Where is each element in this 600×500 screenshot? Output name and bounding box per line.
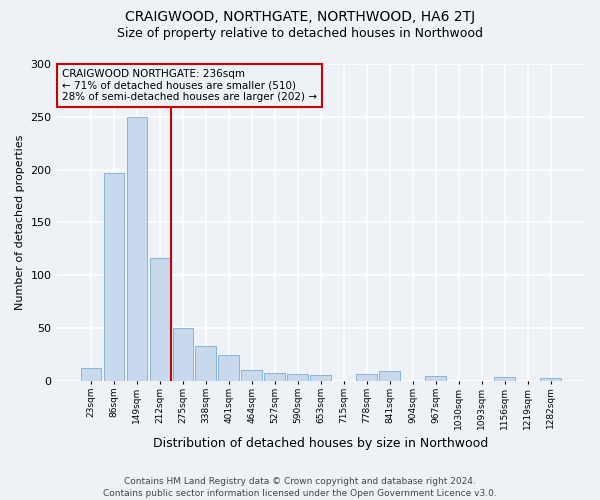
Bar [310, 374, 331, 381]
Text: CRAIGWOOD NORTHGATE: 236sqm
← 71% of detached houses are smaller (510)
28% of se: CRAIGWOOD NORTHGATE: 236sqm ← 71% of det… [62, 69, 317, 102]
Bar [241, 370, 262, 381]
Y-axis label: Number of detached properties: Number of detached properties [15, 135, 25, 310]
Bar [196, 346, 216, 381]
Text: Size of property relative to detached houses in Northwood: Size of property relative to detached ho… [117, 28, 483, 40]
Text: Contains HM Land Registry data © Crown copyright and database right 2024.
Contai: Contains HM Land Registry data © Crown c… [103, 476, 497, 498]
Bar [379, 372, 400, 381]
Text: CRAIGWOOD, NORTHGATE, NORTHWOOD, HA6 2TJ: CRAIGWOOD, NORTHGATE, NORTHWOOD, HA6 2TJ [125, 10, 475, 24]
Bar [287, 374, 308, 381]
Bar [494, 377, 515, 381]
Bar [149, 258, 170, 381]
Bar [265, 372, 285, 381]
Bar [540, 378, 561, 381]
Bar [173, 328, 193, 381]
Bar [218, 354, 239, 381]
Bar [425, 376, 446, 381]
X-axis label: Distribution of detached houses by size in Northwood: Distribution of detached houses by size … [153, 437, 488, 450]
Bar [104, 173, 124, 381]
Bar [127, 117, 147, 381]
Bar [80, 368, 101, 381]
Bar [356, 374, 377, 381]
